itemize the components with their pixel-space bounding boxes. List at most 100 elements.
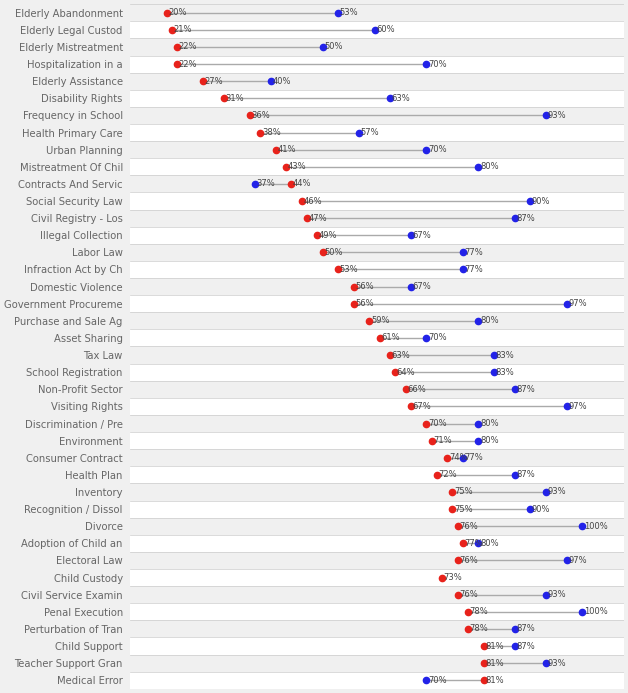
Text: 49%: 49% (319, 231, 337, 240)
Text: 93%: 93% (548, 590, 566, 599)
Text: 63%: 63% (392, 351, 411, 360)
Text: 70%: 70% (428, 419, 447, 428)
Bar (131, 432, 624, 449)
Text: 56%: 56% (355, 282, 374, 291)
Text: 63%: 63% (392, 94, 411, 103)
Text: 87%: 87% (516, 624, 535, 633)
Bar (131, 175, 624, 193)
Text: 80%: 80% (480, 419, 499, 428)
Text: 56%: 56% (355, 299, 374, 308)
Bar (131, 329, 624, 346)
Text: 61%: 61% (381, 333, 400, 342)
Bar (131, 398, 624, 415)
Text: 77%: 77% (464, 539, 483, 548)
Bar (131, 346, 624, 364)
Bar (131, 141, 624, 158)
Text: 76%: 76% (459, 522, 478, 531)
Bar (131, 569, 624, 586)
Text: 67%: 67% (413, 231, 431, 240)
Text: 70%: 70% (428, 333, 447, 342)
Text: 57%: 57% (360, 128, 379, 137)
Text: 38%: 38% (262, 128, 281, 137)
Text: 44%: 44% (293, 179, 311, 188)
Text: 70%: 70% (428, 145, 447, 154)
Bar (131, 55, 624, 73)
Text: 67%: 67% (413, 402, 431, 411)
Text: 43%: 43% (288, 162, 306, 171)
Text: 78%: 78% (470, 607, 489, 616)
Text: 97%: 97% (568, 299, 587, 308)
Text: 87%: 87% (516, 471, 535, 480)
Text: 80%: 80% (480, 162, 499, 171)
Text: 76%: 76% (459, 590, 478, 599)
Bar (131, 638, 624, 655)
Text: 77%: 77% (464, 248, 483, 257)
Bar (131, 4, 624, 21)
Text: 87%: 87% (516, 385, 535, 394)
Bar (131, 466, 624, 484)
Text: 97%: 97% (568, 556, 587, 565)
Text: 31%: 31% (225, 94, 244, 103)
Text: 80%: 80% (480, 436, 499, 445)
Text: 76%: 76% (459, 556, 478, 565)
Text: 93%: 93% (548, 487, 566, 496)
Bar (131, 552, 624, 569)
Bar (131, 295, 624, 313)
Text: 46%: 46% (303, 197, 322, 206)
Text: 97%: 97% (568, 402, 587, 411)
Text: 50%: 50% (324, 42, 343, 51)
Text: 40%: 40% (272, 77, 291, 86)
Bar (131, 500, 624, 518)
Bar (131, 38, 624, 55)
Text: 71%: 71% (433, 436, 452, 445)
Bar (131, 278, 624, 295)
Text: 64%: 64% (397, 368, 416, 377)
Text: 21%: 21% (173, 26, 192, 35)
Text: 37%: 37% (257, 179, 276, 188)
Text: 83%: 83% (495, 368, 514, 377)
Text: 36%: 36% (251, 111, 270, 120)
Text: 100%: 100% (584, 522, 608, 531)
Bar (131, 535, 624, 552)
Text: 73%: 73% (443, 573, 462, 582)
Text: 75%: 75% (454, 505, 473, 514)
Bar (131, 124, 624, 141)
Bar (131, 603, 624, 620)
Text: 67%: 67% (413, 282, 431, 291)
Bar (131, 449, 624, 466)
Text: 90%: 90% (532, 197, 550, 206)
Text: 41%: 41% (278, 145, 296, 154)
Bar (131, 313, 624, 329)
Text: 81%: 81% (485, 642, 504, 651)
Text: 87%: 87% (516, 213, 535, 222)
Bar (131, 586, 624, 603)
Text: 70%: 70% (428, 60, 447, 69)
Text: 60%: 60% (376, 26, 395, 35)
Text: 22%: 22% (179, 60, 197, 69)
Bar (131, 244, 624, 261)
Bar (131, 158, 624, 175)
Text: 75%: 75% (454, 487, 473, 496)
Bar (131, 620, 624, 638)
Text: 93%: 93% (548, 111, 566, 120)
Text: 53%: 53% (340, 265, 359, 274)
Bar (131, 415, 624, 432)
Bar (131, 227, 624, 244)
Text: 80%: 80% (480, 316, 499, 325)
Text: 27%: 27% (205, 77, 224, 86)
Bar (131, 21, 624, 38)
Bar (131, 209, 624, 227)
Text: 87%: 87% (516, 642, 535, 651)
Text: 20%: 20% (168, 8, 187, 17)
Text: 72%: 72% (438, 471, 457, 480)
Text: 53%: 53% (340, 8, 359, 17)
Text: 93%: 93% (548, 658, 566, 667)
Bar (131, 107, 624, 124)
Bar (131, 672, 624, 689)
Text: 90%: 90% (532, 505, 550, 514)
Text: 81%: 81% (485, 658, 504, 667)
Text: 77%: 77% (464, 453, 483, 462)
Text: 59%: 59% (371, 316, 389, 325)
Text: 47%: 47% (308, 213, 327, 222)
Text: 70%: 70% (428, 676, 447, 685)
